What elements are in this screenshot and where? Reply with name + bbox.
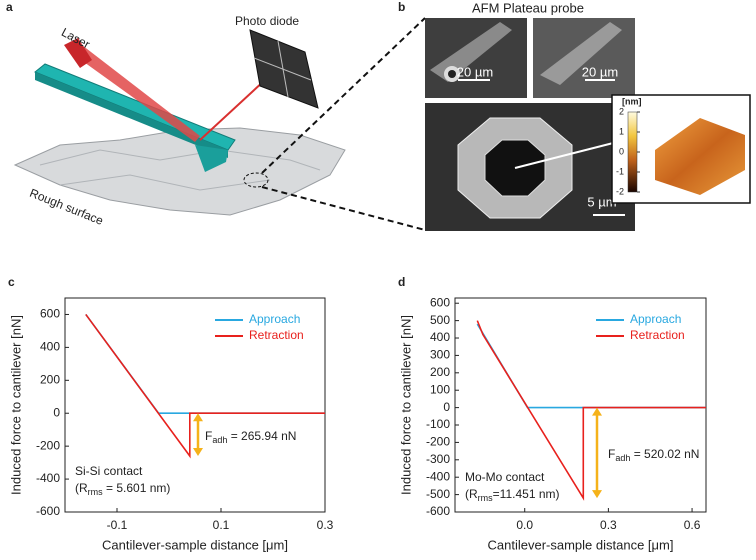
scale-bar-label: 20 µm	[582, 64, 618, 79]
arrow-head	[592, 490, 602, 499]
y-tick-label: -600	[36, 504, 60, 518]
roughness-label: (Rrms = 5.601 nm)	[75, 481, 170, 497]
roughness-open: (R	[75, 481, 88, 495]
x-tick-label: 0.3	[600, 518, 617, 532]
diode-divider	[277, 40, 289, 98]
y-tick-label: -200	[36, 438, 60, 452]
panel-label: d	[398, 275, 405, 289]
force-annotation: Fadh = 265.94 nN	[205, 429, 296, 445]
laser-beam	[70, 42, 200, 142]
colorbar-tick-label: 2	[619, 106, 624, 116]
y-tick-label: 400	[40, 340, 60, 354]
y-tick-label: -200	[426, 435, 450, 449]
colorbar-tick-label: 1	[619, 126, 624, 136]
force-subscript: adh	[615, 453, 630, 463]
sem-probe	[540, 22, 622, 85]
zoom-circle	[243, 172, 269, 188]
panel-label: a	[6, 0, 13, 14]
panel-title: AFM Plateau probe	[472, 0, 584, 15]
force-value: = 520.02 nN	[630, 447, 699, 461]
afm-surface	[655, 118, 745, 195]
y-tick-label: -400	[426, 469, 450, 483]
photo-diode-label: Photo diode	[235, 14, 299, 28]
arrow-head	[193, 448, 203, 457]
y-tick-label: 100	[430, 382, 450, 396]
scale-bar-label: 5 µm	[587, 194, 616, 209]
x-tick-label: 0.3	[317, 518, 334, 532]
x-axis-label: Cantilever-sample distance [μm]	[488, 537, 674, 552]
y-tick-label: 0	[53, 405, 60, 419]
zoom-line	[261, 186, 426, 231]
probe-tip	[195, 145, 228, 172]
roughness-subscript: rms	[478, 493, 493, 503]
pointer-arrow	[514, 139, 626, 169]
panel-label: b	[398, 0, 405, 14]
plot-frame	[454, 297, 707, 513]
photo-diode	[249, 29, 319, 109]
cantilever-side	[35, 72, 228, 158]
y-axis-label: Induced force to cantilever [nN]	[8, 315, 23, 495]
legend-label: Retraction	[249, 328, 304, 342]
colorbar-label: [nm]	[622, 96, 642, 106]
series-line	[476, 320, 706, 501]
legend-label: Approach	[630, 312, 681, 326]
force-symbol: F	[205, 429, 212, 443]
x-tick-label: 0.0	[516, 518, 533, 532]
y-tick-label: 400	[430, 330, 450, 344]
y-tick-label: 300	[430, 348, 450, 362]
y-tick-label: -500	[426, 487, 450, 501]
roughness-label: (Rrms=11.451 nm)	[465, 487, 560, 503]
surface-texture	[39, 149, 321, 191]
roughness-open: (R	[465, 487, 478, 501]
y-tick-label: 600	[430, 295, 450, 309]
legend-label: Retraction	[630, 328, 685, 342]
force-annotation: Fadh = 520.02 nN	[608, 447, 699, 463]
y-tick-label: 200	[40, 372, 60, 386]
force-symbol: F	[608, 447, 615, 461]
contact-label: Mo-Mo contact	[465, 470, 545, 484]
roughness-value: = 5.601 nm)	[103, 481, 171, 495]
x-tick-label: 0.6	[684, 518, 701, 532]
arrow-head	[592, 407, 602, 416]
series-line	[85, 313, 325, 459]
y-tick-label: -300	[426, 452, 450, 466]
y-tick-label: 500	[430, 313, 450, 327]
colorbar-tick-label: -2	[616, 186, 624, 196]
y-tick-label: -400	[36, 471, 60, 485]
x-axis-label: Cantilever-sample distance [μm]	[102, 537, 288, 552]
force-subscript: adh	[212, 435, 227, 445]
force-value: = 265.94 nN	[227, 429, 296, 443]
colorbar	[627, 111, 638, 193]
roughness-value: =11.451 nm)	[493, 487, 560, 501]
rough-surface	[13, 127, 346, 216]
y-tick-label: 0	[443, 400, 450, 414]
roughness-subscript: rms	[88, 487, 103, 497]
panel-label: c	[8, 275, 15, 289]
x-tick-label: 0.1	[213, 518, 230, 532]
legend-label: Approach	[249, 312, 300, 326]
laser	[64, 38, 92, 68]
y-tick-label: 600	[40, 307, 60, 321]
colorbar-tick-label: -1	[616, 166, 624, 176]
y-tick-label: -100	[426, 417, 450, 431]
colorbar-tick-label: 0	[619, 146, 624, 156]
contact-label: Si-Si contact	[75, 464, 143, 478]
scale-bar-label: 20 µm	[457, 64, 493, 79]
y-tick-label: 200	[430, 365, 450, 379]
y-axis-label: Induced force to cantilever [nN]	[398, 315, 413, 495]
y-tick-label: -600	[426, 504, 450, 518]
arrow-head	[193, 413, 203, 422]
plot-frame	[64, 297, 326, 513]
zoom-line	[261, 17, 426, 174]
x-tick-label: -0.1	[107, 518, 128, 532]
